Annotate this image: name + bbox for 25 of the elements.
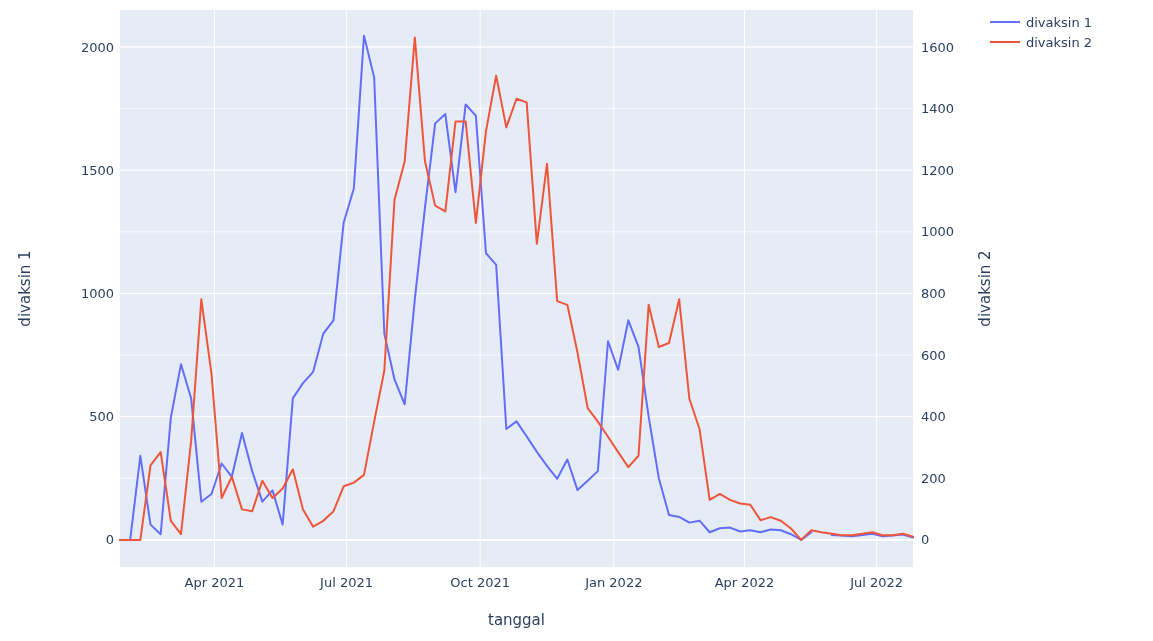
x-tick-label: Jan 2022	[584, 575, 643, 590]
y-tick-label: 1500	[80, 162, 114, 178]
y2-tick-label: 1200	[921, 162, 955, 178]
x-tick-label: Apr 2022	[714, 575, 775, 590]
x-tick-label: Jul 2022	[849, 575, 904, 590]
y2-axis-title: divaksin 2	[976, 250, 994, 327]
x-tick-label: Apr 2021	[184, 575, 245, 590]
y2-tick-label: 600	[921, 347, 946, 363]
x-axis-title: tanggal	[488, 611, 545, 629]
y-tick-label: 1000	[80, 285, 114, 301]
y2-tick-label: 200	[921, 470, 946, 486]
x-tick-label: Oct 2021	[450, 575, 511, 590]
y2-tick-label: 800	[921, 285, 946, 301]
y2-tick-label: 400	[921, 409, 946, 425]
y2-tick-label: 1400	[921, 101, 955, 117]
x-tick-label: Jul 2021	[319, 575, 374, 590]
y2-tick-label: 0	[921, 532, 930, 548]
y2-tick-label: 1000	[921, 224, 955, 240]
y2-tick-label: 1600	[921, 39, 955, 55]
legend-label: divaksin 1	[1026, 14, 1093, 30]
y-tick-label: 2000	[80, 39, 114, 55]
y-tick-label: 500	[89, 409, 114, 425]
y-axis-title: divaksin 1	[16, 250, 34, 327]
legend-label: divaksin 2	[1026, 34, 1093, 50]
y-tick-label: 0	[105, 532, 114, 548]
